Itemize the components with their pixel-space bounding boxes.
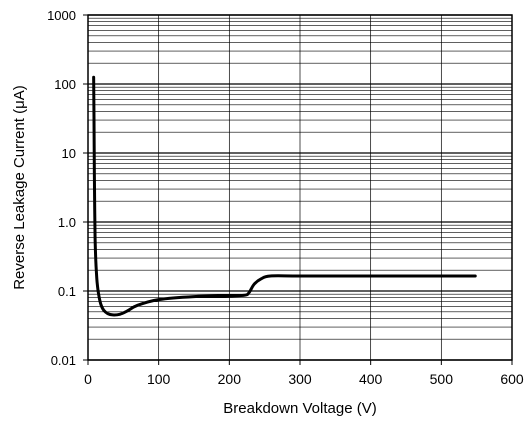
y-tick-label: 100 [54, 77, 76, 92]
y-tick-label: 1000 [47, 8, 76, 23]
series-line [92, 75, 477, 317]
x-axis-ticks: 0 100 200 300 400 500 600 [84, 360, 524, 387]
x-tick-label: 400 [359, 371, 383, 387]
y-axis-ticks: 0.01 0.1 1.0 10 100 1000 [47, 8, 88, 368]
y-tick-label: 0.01 [51, 353, 76, 368]
x-tick-label: 500 [430, 371, 454, 387]
series-layer [92, 75, 477, 317]
x-axis-label: Breakdown Voltage (V) [223, 400, 376, 417]
x-tick-label: 200 [218, 371, 242, 387]
x-tick-label: 100 [147, 371, 171, 387]
y-tick-label: 10 [62, 146, 76, 161]
y-axis-label: Reverse Leakage Current (μA) [11, 85, 28, 290]
y-tick-label: 1.0 [58, 215, 76, 230]
x-tick-label: 0 [84, 371, 92, 387]
x-tick-label: 300 [288, 371, 312, 387]
x-tick-label: 600 [500, 371, 524, 387]
major-gridlines [87, 14, 513, 361]
y-tick-label: 0.1 [58, 284, 76, 299]
